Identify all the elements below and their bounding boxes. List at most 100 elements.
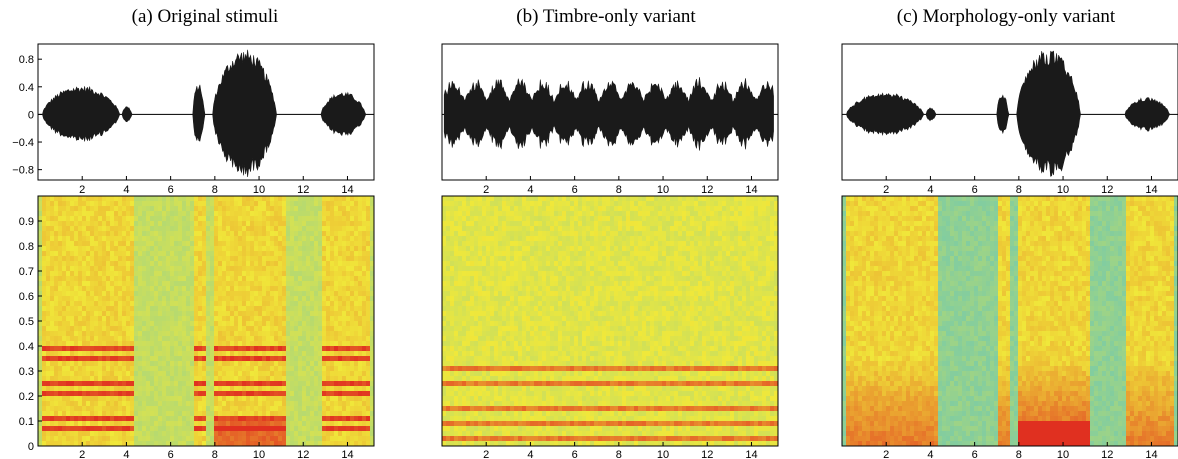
spectrogram-cell <box>194 316 199 322</box>
spectrogram-cell <box>450 416 455 422</box>
spectrogram-cell <box>474 351 479 357</box>
spectrogram-cell <box>222 366 227 372</box>
spectrogram-cell <box>162 356 167 362</box>
spectrogram-cell <box>134 321 139 327</box>
spectrogram-cell <box>446 431 451 437</box>
spectrogram-cell <box>286 356 291 362</box>
spectrogram-cell <box>366 246 371 252</box>
spectrogram-cell <box>202 346 207 352</box>
spectrogram-cell <box>98 261 103 267</box>
spectrogram-cell <box>458 281 463 287</box>
spectrogram-cell <box>290 241 295 247</box>
spectrogram-cell <box>246 331 251 337</box>
spectrogram-cell <box>70 361 75 367</box>
spectrogram-cell <box>98 381 103 387</box>
spectrogram-cell <box>142 441 147 447</box>
spectrogram-cell <box>90 371 95 377</box>
spectrogram-cell <box>366 201 371 207</box>
spectrogram-cell <box>234 261 239 267</box>
spectrogram-cell <box>62 396 67 402</box>
spectrogram-cell <box>182 421 187 427</box>
spectrogram-cell <box>338 406 343 412</box>
spectrogram-cell <box>178 401 183 407</box>
spectrogram-cell <box>194 326 199 332</box>
spectrogram-cell <box>114 296 119 302</box>
spectrogram-cell <box>498 196 503 202</box>
spectrogram-cell <box>42 206 47 212</box>
spectrogram-cell <box>330 211 335 217</box>
spectrogram-cell <box>70 326 75 332</box>
spectrogram-cell <box>154 431 159 437</box>
spectrogram-cell <box>298 421 303 427</box>
spectrogram-cell <box>70 311 75 317</box>
spectrogram-cell <box>238 276 243 282</box>
spectrogram-cell <box>294 286 299 292</box>
spectrogram-cell <box>454 306 459 312</box>
spectrogram-cell <box>358 266 363 272</box>
spectrogram-cell <box>370 271 375 277</box>
spectrogram-cell <box>470 436 475 442</box>
spectrogram-cell <box>290 211 295 217</box>
spectrogram-cell <box>270 266 275 272</box>
spectrogram-cell <box>154 211 159 217</box>
spectrogram-cell <box>318 241 323 247</box>
spectrogram-cell <box>118 351 123 357</box>
spectrogram-cell <box>302 436 307 442</box>
spectrogram-cell <box>126 206 131 212</box>
spectrogram-cell <box>190 356 195 362</box>
waveform-segment <box>121 106 134 123</box>
spectrogram-cell <box>42 231 47 237</box>
spectrogram-cell <box>270 301 275 307</box>
spectrogram-cell <box>86 331 91 337</box>
spectrogram-cell <box>446 331 451 337</box>
spectrogram-cell <box>182 341 187 347</box>
spectrogram-cell <box>98 221 103 227</box>
spectrogram-cell <box>226 286 231 292</box>
spectrogram-cell <box>370 381 375 387</box>
spectrogram-cell <box>210 316 215 322</box>
spectrogram-cell <box>326 251 331 257</box>
spectrogram-cell <box>462 391 467 397</box>
spectrogram-cell <box>342 381 347 387</box>
spectrogram-cell <box>174 281 179 287</box>
spectrogram-cell <box>106 286 111 292</box>
spectrogram-cell <box>330 361 335 367</box>
spectrogram-cell <box>46 221 51 227</box>
spectrogram-cell <box>106 441 111 447</box>
spectrogram-cell <box>302 301 307 307</box>
spectrogram-cell <box>338 211 343 217</box>
spectrogram-cell <box>290 426 295 432</box>
spectrogram-cell <box>154 201 159 207</box>
spectrogram-cell <box>194 296 199 302</box>
spectrogram-cell <box>150 311 155 317</box>
spectrogram-cell <box>118 251 123 257</box>
spectrogram-cell <box>494 246 499 252</box>
spectrogram-cell <box>98 226 103 232</box>
spectrogram-cell <box>346 441 351 447</box>
spectrogram-cell <box>214 406 219 412</box>
spectrogram-cell <box>214 291 219 297</box>
spectrogram-cell <box>290 416 295 422</box>
spectrogram-cell <box>242 326 247 332</box>
spectrogram-cell <box>126 416 131 422</box>
spectrogram-cell <box>82 221 87 227</box>
spectrogram-cell <box>98 281 103 287</box>
spectrogram-cell <box>134 221 139 227</box>
spectrogram-cell <box>358 286 363 292</box>
spectrogram-cell <box>54 411 59 417</box>
spectrogram-cell <box>490 406 495 412</box>
spectrogram-cell <box>222 316 227 322</box>
spectrogram-cell <box>102 201 107 207</box>
spectrogram-cell <box>150 201 155 207</box>
spectrogram-cell <box>94 431 99 437</box>
panel-b-spectrogram: 2 4 6 8 10 12 14 <box>441 195 779 459</box>
spectrogram-cell <box>94 276 99 282</box>
spectrogram-cell <box>294 331 299 337</box>
spectrogram-cell <box>54 211 59 217</box>
spectrogram-cell <box>54 236 59 242</box>
spectrogram-cell <box>278 391 283 397</box>
spectrogram-cell <box>362 396 367 402</box>
spectrogram-cell <box>346 231 351 237</box>
spectrogram-cell <box>142 296 147 302</box>
spectrogram-cell <box>142 226 147 232</box>
